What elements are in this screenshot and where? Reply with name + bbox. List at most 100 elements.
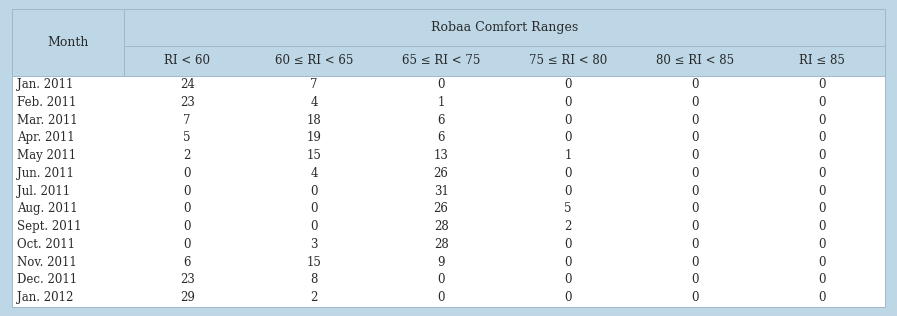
Text: 0: 0 — [818, 203, 825, 216]
Text: 0: 0 — [438, 273, 445, 286]
Text: 0: 0 — [692, 114, 699, 127]
Text: 0: 0 — [564, 256, 571, 269]
Text: 0: 0 — [818, 291, 825, 304]
Text: 0: 0 — [184, 167, 191, 180]
Text: 23: 23 — [179, 96, 195, 109]
Text: Dec. 2011: Dec. 2011 — [17, 273, 77, 286]
Text: 0: 0 — [564, 291, 571, 304]
Text: 15: 15 — [307, 256, 322, 269]
Text: 0: 0 — [818, 185, 825, 198]
Bar — [12, 46, 885, 76]
Text: 0: 0 — [692, 78, 699, 91]
Text: 0: 0 — [310, 220, 318, 233]
Text: 0: 0 — [818, 78, 825, 91]
Text: 0: 0 — [564, 96, 571, 109]
Text: 5: 5 — [184, 131, 191, 144]
Text: 8: 8 — [310, 273, 318, 286]
Text: 13: 13 — [433, 149, 448, 162]
Text: 0: 0 — [692, 273, 699, 286]
Text: 0: 0 — [438, 291, 445, 304]
Text: Sept. 2011: Sept. 2011 — [17, 220, 82, 233]
Text: 24: 24 — [179, 78, 195, 91]
Text: 0: 0 — [692, 291, 699, 304]
Text: Oct. 2011: Oct. 2011 — [17, 238, 75, 251]
Text: Jan. 2012: Jan. 2012 — [17, 291, 74, 304]
Text: 0: 0 — [818, 220, 825, 233]
Text: 18: 18 — [307, 114, 321, 127]
Text: 2: 2 — [310, 291, 318, 304]
Bar — [12, 76, 885, 307]
Text: 26: 26 — [433, 203, 448, 216]
Text: 65 ≤ RI < 75: 65 ≤ RI < 75 — [402, 54, 480, 67]
Text: Jan. 2011: Jan. 2011 — [17, 78, 74, 91]
Text: 0: 0 — [692, 167, 699, 180]
Text: RI ≤ 85: RI ≤ 85 — [799, 54, 845, 67]
Text: 0: 0 — [818, 96, 825, 109]
Text: Apr. 2011: Apr. 2011 — [17, 131, 74, 144]
Text: 6: 6 — [438, 114, 445, 127]
Text: 0: 0 — [564, 131, 571, 144]
Text: 0: 0 — [818, 256, 825, 269]
Text: 60 ≤ RI < 65: 60 ≤ RI < 65 — [275, 54, 353, 67]
Text: 0: 0 — [310, 203, 318, 216]
Text: 31: 31 — [433, 185, 448, 198]
Text: Month: Month — [47, 36, 89, 49]
Text: 0: 0 — [692, 185, 699, 198]
Text: 0: 0 — [438, 78, 445, 91]
Text: 26: 26 — [433, 167, 448, 180]
Text: Jul. 2011: Jul. 2011 — [17, 185, 70, 198]
Text: 2: 2 — [564, 220, 571, 233]
Text: 6: 6 — [184, 256, 191, 269]
Text: 2: 2 — [184, 149, 191, 162]
Text: 80 ≤ RI < 85: 80 ≤ RI < 85 — [656, 54, 734, 67]
Text: 0: 0 — [310, 185, 318, 198]
Text: 4: 4 — [310, 167, 318, 180]
Text: 0: 0 — [184, 238, 191, 251]
Text: 0: 0 — [818, 238, 825, 251]
Text: 7: 7 — [310, 78, 318, 91]
Text: 0: 0 — [564, 238, 571, 251]
Text: 28: 28 — [434, 220, 448, 233]
Text: 6: 6 — [438, 131, 445, 144]
Text: 0: 0 — [818, 149, 825, 162]
Text: 0: 0 — [564, 273, 571, 286]
Text: 0: 0 — [692, 220, 699, 233]
Text: Robaa Comfort Ranges: Robaa Comfort Ranges — [431, 21, 579, 34]
Text: 7: 7 — [184, 114, 191, 127]
Text: 29: 29 — [179, 291, 195, 304]
Text: 1: 1 — [438, 96, 445, 109]
Text: RI < 60: RI < 60 — [164, 54, 210, 67]
Text: 5: 5 — [564, 203, 571, 216]
Text: 0: 0 — [184, 220, 191, 233]
Text: 0: 0 — [692, 96, 699, 109]
Text: 1: 1 — [564, 149, 571, 162]
Text: 15: 15 — [307, 149, 322, 162]
Text: 0: 0 — [692, 238, 699, 251]
Text: 0: 0 — [692, 256, 699, 269]
Text: 0: 0 — [818, 131, 825, 144]
Text: May 2011: May 2011 — [17, 149, 76, 162]
Text: 19: 19 — [307, 131, 322, 144]
Text: Feb. 2011: Feb. 2011 — [17, 96, 76, 109]
Text: 4: 4 — [310, 96, 318, 109]
Text: 3: 3 — [310, 238, 318, 251]
Text: 0: 0 — [692, 149, 699, 162]
Text: 0: 0 — [564, 167, 571, 180]
Text: 0: 0 — [818, 167, 825, 180]
Text: 0: 0 — [184, 185, 191, 198]
Text: 0: 0 — [564, 114, 571, 127]
Text: 0: 0 — [184, 203, 191, 216]
Text: 75 ≤ RI < 80: 75 ≤ RI < 80 — [529, 54, 607, 67]
Text: Aug. 2011: Aug. 2011 — [17, 203, 78, 216]
Text: 0: 0 — [692, 131, 699, 144]
Text: Jun. 2011: Jun. 2011 — [17, 167, 74, 180]
Text: 9: 9 — [438, 256, 445, 269]
Text: 0: 0 — [692, 203, 699, 216]
Text: 0: 0 — [818, 273, 825, 286]
Text: 28: 28 — [434, 238, 448, 251]
Text: 23: 23 — [179, 273, 195, 286]
Text: 0: 0 — [818, 114, 825, 127]
Text: Mar. 2011: Mar. 2011 — [17, 114, 78, 127]
Text: 0: 0 — [564, 185, 571, 198]
Bar — [12, 9, 885, 46]
